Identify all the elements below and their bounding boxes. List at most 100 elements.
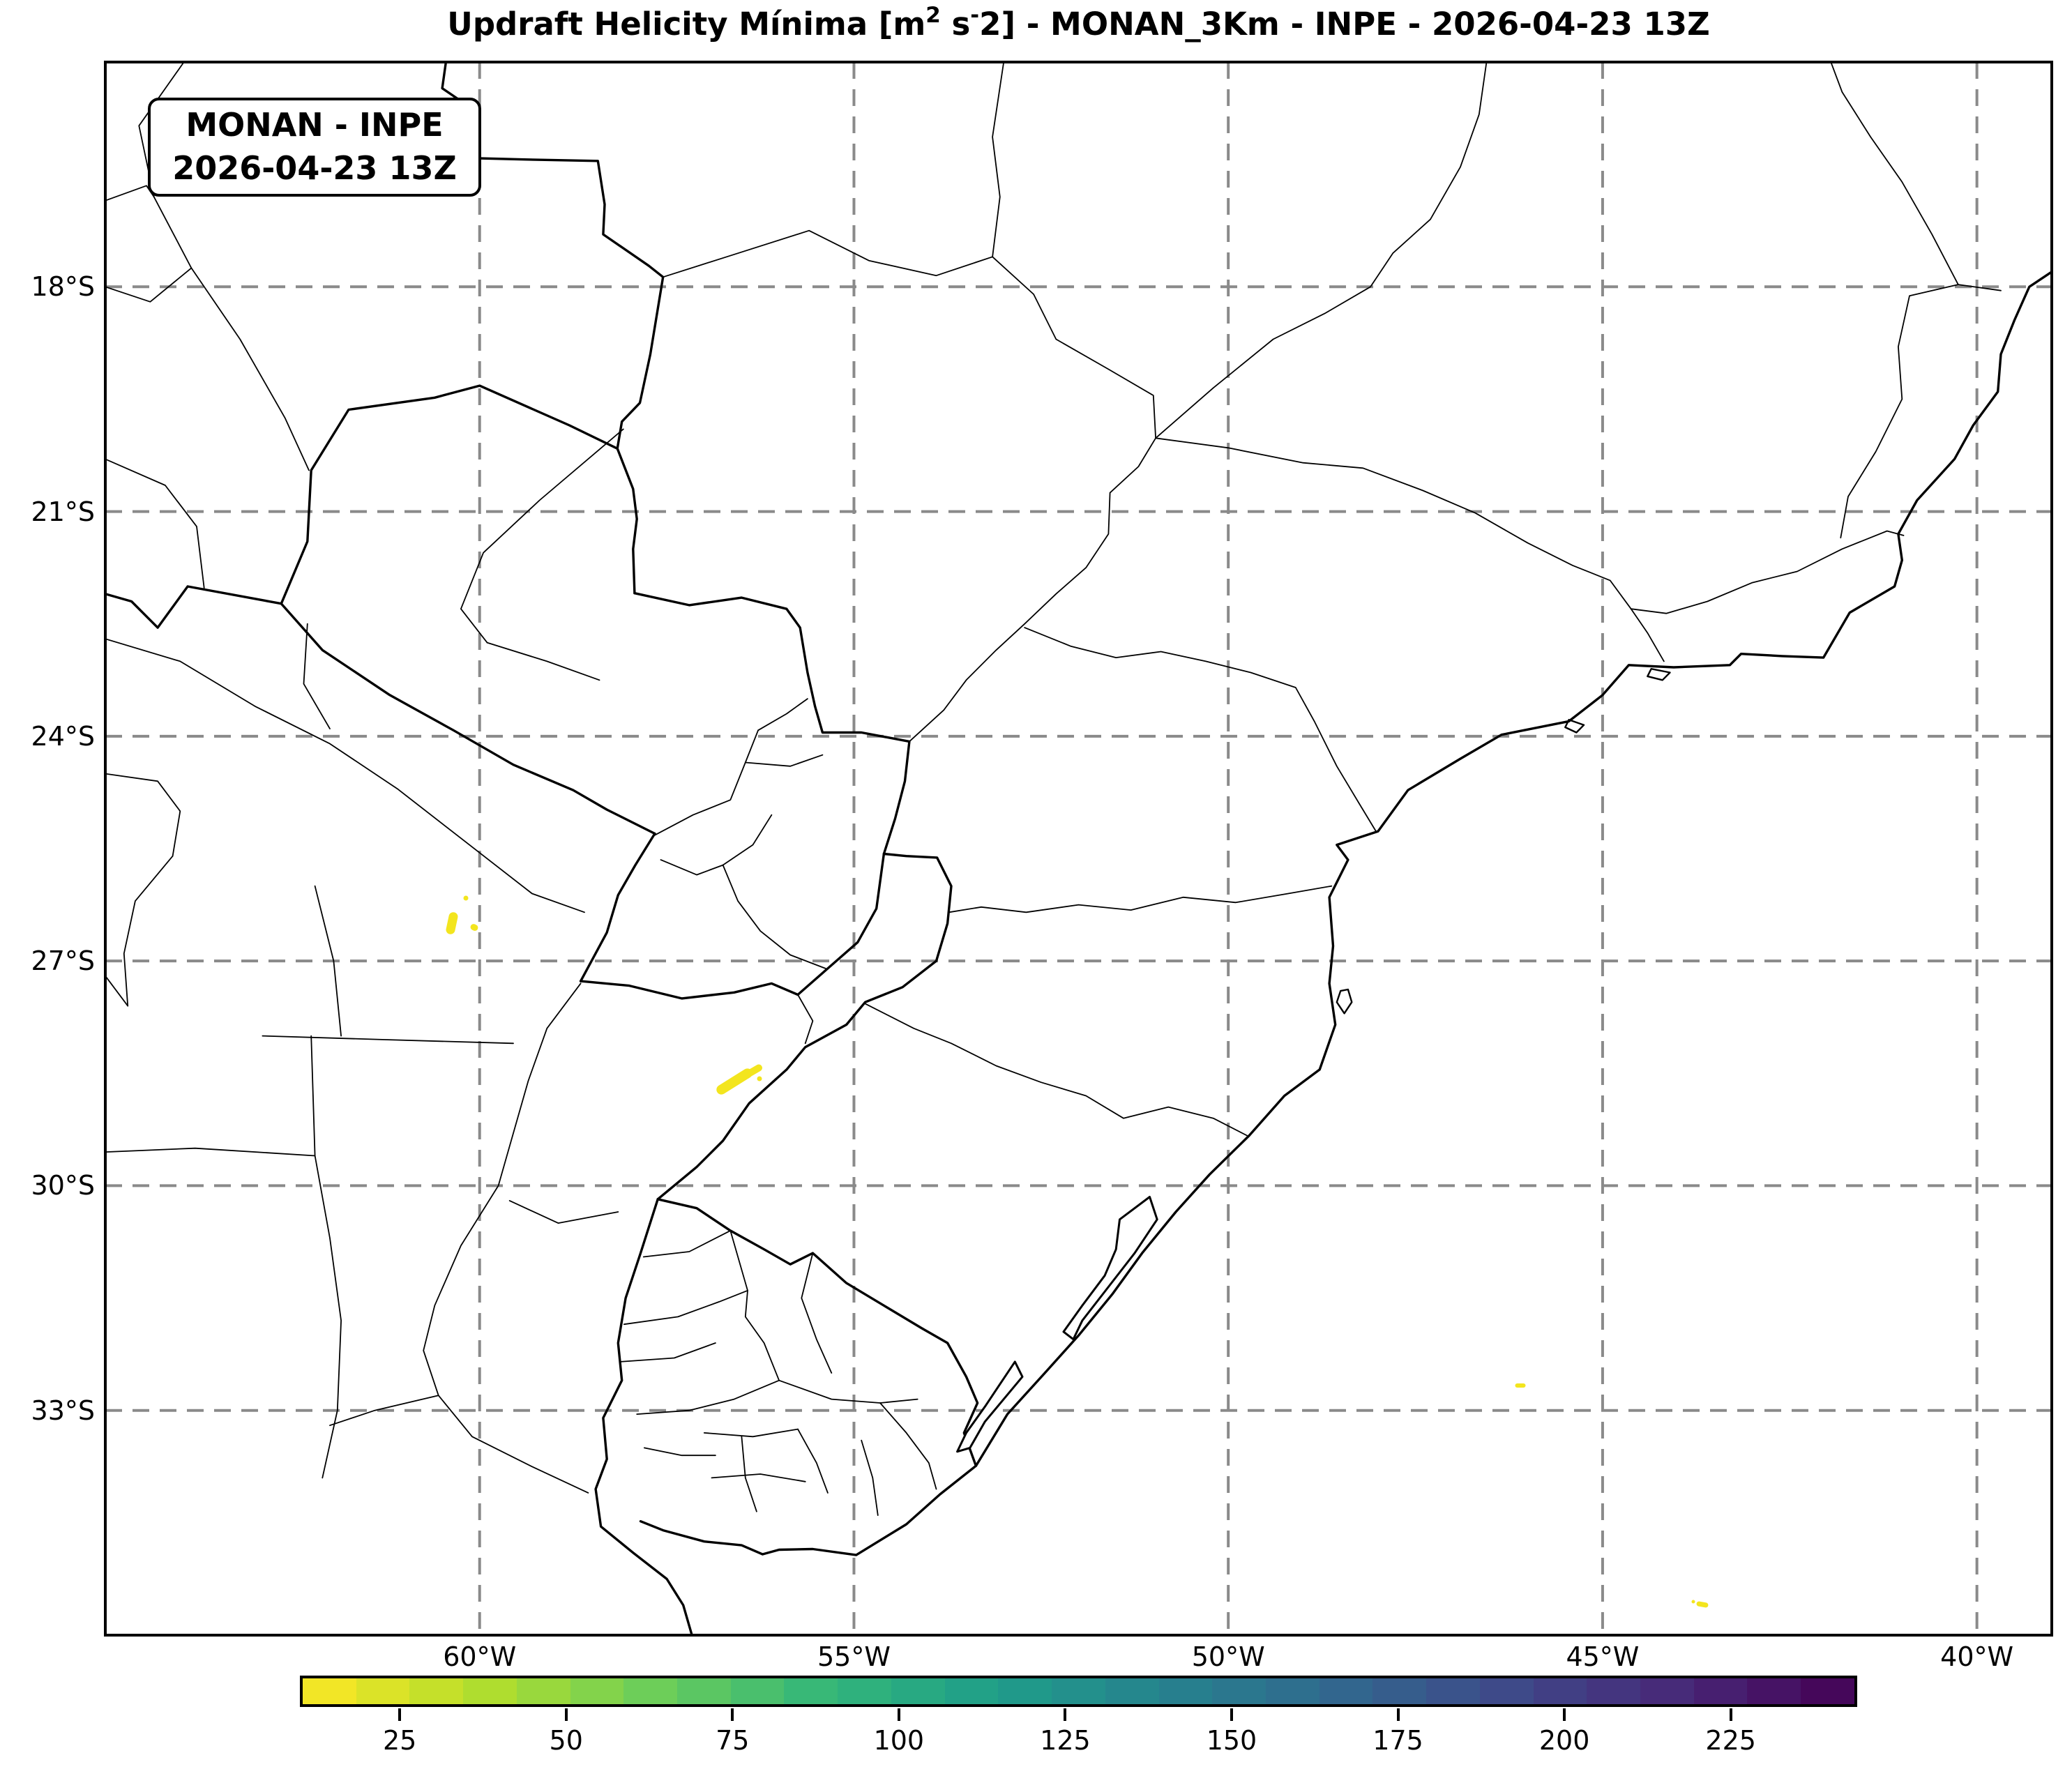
state-border [508, 1200, 619, 1224]
title-text-1: Updraft Helicity Mínima [m [447, 6, 926, 43]
state-border [303, 623, 331, 729]
state-border [329, 1395, 439, 1427]
colorbar-tick-label: 25 [382, 1725, 417, 1756]
title-text-2: s [940, 6, 971, 43]
figure-title: Updraft Helicity Mínima [m2 s-2] - MONAN… [105, 3, 2052, 43]
colorbar-segment [730, 1678, 785, 1704]
state-border [992, 256, 1156, 439]
colorbar-segment [1319, 1678, 1373, 1704]
lon-tick-label: 55°W [817, 1641, 891, 1672]
state-border [262, 1035, 514, 1045]
lat-tick-label: 30°S [31, 1170, 95, 1201]
colorbar-tick-label: 225 [1705, 1725, 1756, 1756]
state-border [623, 1289, 748, 1326]
state-border [105, 975, 129, 1007]
colorbar-tick-label: 100 [873, 1725, 925, 1756]
inset-run-datetime: 2026-04-23 13Z [172, 149, 457, 187]
state-border [722, 864, 826, 969]
state-border [722, 814, 773, 866]
state-border [1155, 62, 1488, 439]
state-border [105, 458, 205, 589]
lon-tick-label: 50°W [1191, 1641, 1265, 1672]
plot-frame [104, 61, 2053, 1637]
lon-tick-label: 60°W [443, 1641, 517, 1672]
colorbar-segment [1587, 1678, 1640, 1704]
state-border [797, 994, 814, 1045]
colorbar-segment [1158, 1678, 1213, 1704]
helicity-spot [757, 1076, 762, 1081]
colorbar-segment [1372, 1678, 1427, 1704]
coastal-lagoon [956, 1360, 1024, 1453]
colorbar-tick-mark [1064, 1708, 1067, 1721]
state-border [314, 885, 342, 1037]
national-border [616, 447, 638, 595]
colorbar-tick-mark [564, 1708, 568, 1721]
state-border [105, 638, 585, 913]
colorbar-tick-mark [1230, 1708, 1233, 1721]
inset-model-name: MONAN - INPE [186, 106, 444, 144]
colorbar-segment [1212, 1678, 1266, 1704]
state-border [662, 229, 993, 278]
colorbar-tick-label: 50 [549, 1725, 583, 1756]
national-border [633, 592, 911, 856]
national-border [280, 384, 619, 605]
state-border [711, 1473, 806, 1482]
colorbar-segment [838, 1678, 891, 1704]
state-border [105, 185, 155, 202]
state-border [105, 773, 181, 857]
state-border [1155, 437, 1632, 610]
coastal-lagoon [1062, 1196, 1158, 1341]
colorbar-tick-mark [1396, 1708, 1400, 1721]
model-run-inset-label: MONAN - INPE 2026-04-23 13Z [148, 98, 481, 197]
state-border [105, 1147, 316, 1157]
helicity-spot [737, 1064, 762, 1082]
national-border [639, 271, 2052, 1556]
state-border [1630, 608, 1665, 662]
state-border [1957, 284, 2002, 291]
colorbar-segment [1479, 1678, 1534, 1704]
colorbar-tick-mark [398, 1708, 402, 1721]
helicity-spot [1696, 1601, 1709, 1608]
colorbar-segment [1640, 1678, 1694, 1704]
state-border [105, 267, 192, 303]
state-border [879, 1402, 937, 1490]
colorbar-segment [1052, 1678, 1105, 1704]
colorbar-segment [1533, 1678, 1587, 1704]
colorbar-tick-mark [1563, 1708, 1566, 1721]
colorbar-segment [1693, 1678, 1748, 1704]
state-border [1840, 284, 1959, 539]
national-border [280, 602, 656, 835]
lat-tick-label: 18°S [31, 271, 95, 303]
colorbar-segment [623, 1678, 678, 1704]
colorbar-tick-label: 200 [1538, 1725, 1590, 1756]
title-sup-2: 2 [925, 3, 941, 28]
colorbar-segment [1801, 1678, 1854, 1704]
helicity-spot [1691, 1600, 1695, 1604]
colorbar-tick-label: 125 [1040, 1725, 1091, 1756]
colorbar-segment [516, 1678, 570, 1704]
state-border [314, 1155, 342, 1479]
state-border [423, 982, 589, 1494]
national-border [656, 1198, 979, 1467]
colorbar-tick-label: 75 [716, 1725, 750, 1756]
state-border [1830, 62, 1959, 286]
island [1336, 988, 1353, 1015]
colorbar-segment [463, 1678, 517, 1704]
national-border [594, 1198, 693, 1635]
state-border [654, 729, 759, 836]
colorbar-segment [677, 1678, 731, 1704]
national-border [579, 832, 656, 982]
national-border [656, 852, 953, 1201]
state-border [744, 754, 824, 767]
colorbar-segment [1747, 1678, 1801, 1704]
colorbar-tick-mark [1729, 1708, 1732, 1721]
lat-tick-label: 27°S [31, 946, 95, 977]
state-border [992, 62, 1005, 258]
state-border [797, 1428, 829, 1494]
national-border [579, 852, 886, 1000]
helicity-spot [446, 912, 458, 934]
state-border [909, 437, 1156, 743]
state-border [861, 1439, 879, 1517]
